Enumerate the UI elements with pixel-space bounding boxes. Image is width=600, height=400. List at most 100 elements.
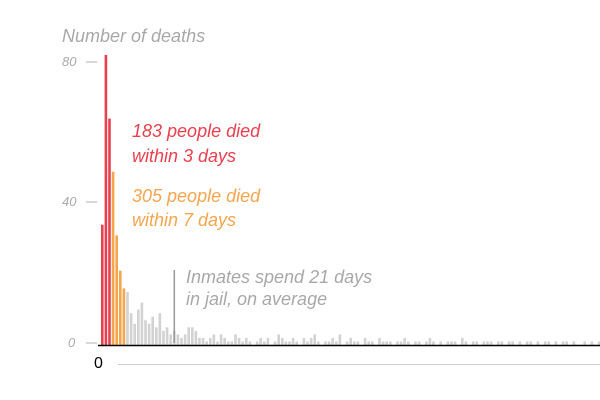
y-tick-label-0: 0	[68, 335, 76, 350]
bar-day-89-later	[417, 341, 421, 345]
bar-day-86-later	[407, 341, 410, 345]
bar-day-71-later	[353, 341, 356, 345]
bar-day-95-later	[439, 341, 442, 345]
bar-day-28-later	[198, 337, 201, 346]
annotation-within-3-days: 183 people died within 3 days	[132, 121, 261, 166]
bar-day-111-later	[497, 341, 500, 345]
bar-day-36-later	[227, 341, 230, 345]
bar-day-41-later	[245, 337, 248, 346]
bar-day-139-later	[597, 341, 600, 345]
bar-day-22-later	[176, 334, 180, 345]
bar-day-108-later	[486, 341, 489, 345]
bar-day-6-within-7	[119, 270, 122, 345]
bar-day-51-later	[281, 337, 284, 346]
bar-day-49-later	[273, 341, 277, 345]
bar-day-78-later	[378, 337, 381, 346]
bar-day-19-later	[165, 327, 169, 345]
bar-day-24-later	[183, 334, 187, 345]
bar-day-38-later	[234, 334, 237, 345]
annotation-within-7-days: 305 people died within 7 days	[132, 186, 261, 230]
bar-day-93-later	[432, 341, 435, 345]
bar-day-105-later	[475, 341, 478, 345]
bar-day-7-within-7	[122, 288, 126, 345]
bar-day-10-later	[133, 323, 136, 345]
bar-day-67-later	[338, 334, 342, 345]
bar-day-16-later	[155, 327, 158, 345]
bar-day-109-later	[489, 341, 493, 345]
bar-day-69-later	[345, 341, 349, 345]
bar-day-70-later	[349, 337, 352, 346]
bar-day-80-later	[385, 341, 388, 345]
bar-day-112-later	[500, 341, 504, 345]
bar-day-40-later	[241, 341, 244, 345]
bar-day-132-later	[572, 341, 576, 345]
bar-day-2-within-3	[104, 54, 108, 346]
bar-day-27-later	[194, 330, 198, 345]
annotation-within-3-line-2: within 3 days	[132, 146, 236, 166]
bar-day-124-later	[543, 341, 547, 345]
bar-day-64-later	[327, 341, 331, 345]
bar-day-127-later	[554, 341, 558, 345]
bar-day-23-later	[180, 337, 183, 346]
bar-day-59-later	[309, 337, 313, 346]
bar-day-44-later	[255, 341, 259, 345]
chart-title: Number of deaths	[62, 26, 205, 46]
bar-day-74-later	[363, 337, 367, 346]
bar-day-117-later	[518, 341, 522, 345]
annotation-average-line-1: Inmates spend 21 days	[186, 267, 372, 287]
annotation-average-stay: Inmates spend 21 days in jail, on averag…	[186, 267, 372, 309]
bar-day-25-later	[187, 327, 190, 345]
bar-day-60-later	[313, 334, 316, 345]
bar-day-75-later	[367, 341, 370, 345]
bar-day-92-later	[428, 337, 432, 346]
bar-day-47-later	[266, 337, 270, 346]
bar-day-84-later	[399, 341, 403, 345]
bar-day-37-later	[230, 341, 234, 345]
bar-day-9-later	[129, 313, 133, 345]
bar-day-97-later	[446, 341, 450, 345]
bar-day-11-later	[137, 309, 140, 346]
bar-day-50-later	[277, 334, 280, 345]
bar-day-125-later	[547, 341, 550, 345]
y-tick-label-40: 40	[62, 194, 77, 209]
bar-day-31-later	[209, 337, 212, 346]
bar-day-99-later	[453, 341, 457, 345]
annotation-within-7-line-2: within 7 days	[132, 210, 236, 230]
bar-day-85-later	[403, 337, 406, 346]
bar-day-57-later	[302, 337, 306, 346]
bars-group	[101, 54, 600, 346]
bar-day-66-later	[335, 341, 338, 345]
bar-day-107-later	[482, 341, 486, 345]
y-axis: 80 40 0	[62, 54, 97, 350]
bar-day-18-later	[162, 330, 165, 345]
bar-day-33-later	[216, 341, 219, 345]
bar-day-61-later	[317, 341, 320, 345]
bar-day-8-later	[126, 291, 129, 345]
bar-day-130-later	[565, 341, 568, 345]
bar-day-17-later	[158, 313, 162, 345]
bar-day-81-later	[389, 341, 392, 345]
annotation-within-7-line-1: 305 people died	[132, 186, 261, 206]
bar-day-55-later	[295, 341, 298, 345]
bar-day-76-later	[371, 341, 374, 345]
bar-day-45-later	[259, 337, 262, 346]
bar-day-46-later	[263, 341, 266, 345]
bar-day-14-later	[147, 323, 151, 345]
y-tick-label-80: 80	[62, 54, 77, 69]
bar-day-3-within-3	[108, 118, 111, 345]
bar-day-114-later	[507, 341, 511, 345]
bar-day-32-later	[212, 334, 216, 345]
bar-day-83-later	[396, 341, 399, 345]
bar-day-52-later	[284, 341, 288, 345]
bar-day-122-later	[536, 341, 540, 345]
bar-day-65-later	[331, 337, 334, 346]
bar-day-115-later	[511, 341, 514, 345]
bar-day-102-later	[464, 341, 468, 345]
bar-day-12-later	[140, 302, 144, 345]
bar-day-58-later	[306, 341, 309, 345]
bar-day-54-later	[291, 337, 295, 346]
bar-day-104-later	[471, 341, 475, 345]
bar-day-4-within-7	[111, 171, 115, 345]
bar-day-5-within-7	[115, 235, 118, 345]
